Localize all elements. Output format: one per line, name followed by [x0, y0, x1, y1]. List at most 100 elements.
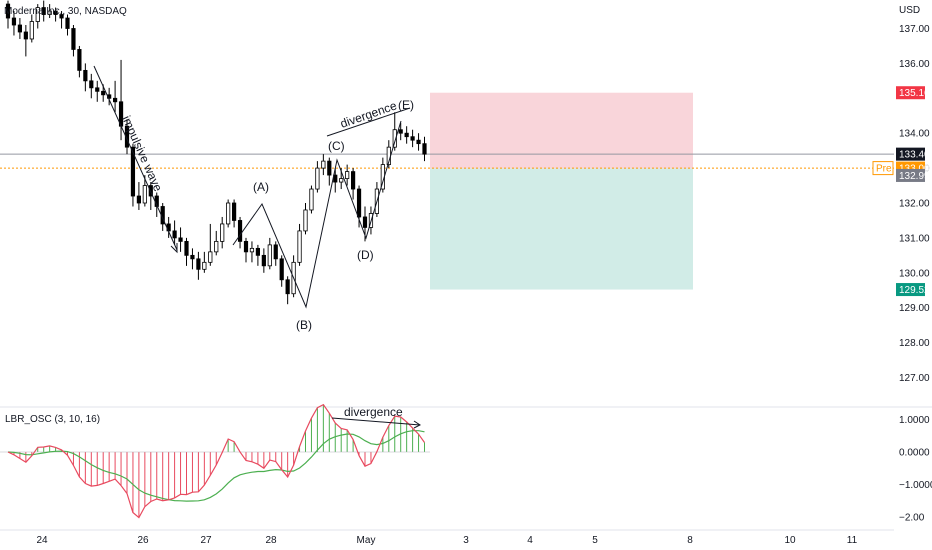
candle-body[interactable]	[356, 188, 362, 218]
time-tick-label: 28	[265, 535, 277, 546]
time-tick-label: 3	[463, 535, 469, 546]
premarket-tag	[872, 161, 894, 176]
candle-body[interactable]	[315, 167, 320, 190]
candle-body[interactable]	[71, 28, 76, 50]
candle-body[interactable]	[362, 216, 368, 228]
price-tick-label: 134.00	[899, 129, 930, 140]
candle-body[interactable]	[5, 3, 11, 19]
candle-body[interactable]	[89, 80, 94, 89]
reward-zone[interactable]	[430, 168, 693, 290]
oscillator-fast-line	[7, 403, 425, 519]
candle-body[interactable]	[220, 223, 225, 242]
time-tick-label: 26	[137, 535, 149, 546]
candle-body[interactable]	[41, 7, 46, 15]
candle-body[interactable]	[95, 87, 100, 92]
candle-body[interactable]	[214, 240, 219, 253]
time-axis[interactable]: 24 26 27 28 May 3 4 5 8 10 11	[36, 535, 857, 546]
wave-label-c: (C)	[328, 139, 345, 153]
candle-body[interactable]	[398, 129, 403, 134]
candle-body[interactable]	[190, 254, 195, 260]
candle-body[interactable]	[142, 185, 147, 204]
osc-divergence-line[interactable]	[331, 417, 421, 426]
candle-body[interactable]	[101, 90, 106, 96]
candle-body[interactable]	[196, 258, 201, 270]
candle-body[interactable]	[297, 230, 302, 263]
candle-body[interactable]	[231, 202, 237, 221]
candle-body[interactable]	[23, 31, 28, 40]
candle-body[interactable]	[35, 7, 40, 22]
premarket-tag-label: Pre	[876, 164, 892, 175]
candle-body[interactable]	[202, 261, 207, 270]
oscillator-pane: LBR_OSC (3, 10, 16) divergence 1.0000 0.0…	[0, 403, 932, 524]
time-tick-label: 27	[200, 535, 212, 546]
price-tick-label: 130.00	[899, 268, 930, 279]
time-tick-label: May	[357, 535, 376, 546]
candle-body[interactable]	[309, 188, 314, 211]
candle-body[interactable]	[136, 195, 141, 204]
currency-label: USD	[899, 5, 920, 16]
candle-body[interactable]	[113, 97, 118, 103]
osc-tick-label: −1.0000	[899, 480, 932, 491]
candle-body[interactable]	[130, 146, 136, 197]
candle-body[interactable]	[410, 136, 415, 141]
candle-body[interactable]	[243, 240, 249, 253]
candle-body[interactable]	[303, 209, 308, 232]
oscillator-histogram	[0, 404, 430, 518]
price-axis[interactable]: USD 137.00136.00134.00133.00132.00131.00…	[899, 5, 930, 384]
price-badge	[896, 86, 925, 100]
oscillator-title[interactable]: LBR_OSC (3, 10, 16)	[5, 414, 100, 425]
candle-body[interactable]	[392, 129, 397, 148]
candle-body[interactable]	[285, 279, 290, 295]
osc-divergence-label: divergence	[344, 405, 403, 419]
candle-body[interactable]	[226, 202, 231, 225]
time-tick-label: 8	[687, 535, 693, 546]
time-tick-label: 4	[527, 535, 533, 546]
candle-body[interactable]	[47, 10, 52, 15]
candle-body[interactable]	[83, 69, 88, 82]
oscillator-axis[interactable]: 1.0000 0.0000 −1.0000 −2.00	[899, 415, 932, 524]
symbol-title[interactable]: Moderna Inc., 30, NASDAQ	[4, 6, 127, 17]
osc-tick-label: −2.00	[899, 513, 925, 524]
price-divergence-line[interactable]	[326, 107, 411, 137]
price-badge	[896, 147, 925, 161]
candle-body[interactable]	[208, 251, 213, 263]
candle-body[interactable]	[17, 24, 23, 33]
candle-body[interactable]	[350, 171, 356, 190]
candle-body[interactable]	[172, 230, 177, 239]
candle-body[interactable]	[65, 17, 70, 29]
candle-body[interactable]	[53, 10, 58, 15]
wave-path[interactable]	[232, 120, 402, 309]
candle-body[interactable]	[267, 244, 272, 267]
candle-body[interactable]	[416, 139, 421, 145]
price-tick-label: 131.00	[899, 233, 930, 244]
wave-label-d: (D)	[357, 248, 374, 262]
candle-body[interactable]	[327, 160, 332, 176]
candle-body[interactable]	[261, 254, 266, 267]
oscillator-slow-line	[7, 430, 425, 502]
candle-body[interactable]	[255, 247, 261, 256]
candle-body[interactable]	[124, 125, 130, 148]
time-tick-label: 10	[784, 535, 796, 546]
candle-body[interactable]	[249, 247, 255, 253]
candle-body[interactable]	[273, 244, 278, 260]
candle-body[interactable]	[279, 258, 284, 281]
candle-body[interactable]	[345, 171, 350, 179]
candle-body[interactable]	[321, 160, 326, 169]
price-tick-label: 127.00	[899, 373, 930, 384]
price-tick-label: 132.00	[899, 199, 930, 210]
candle-body[interactable]	[178, 237, 183, 242]
impulsive-wave-arrow[interactable]	[93, 65, 178, 251]
candle-body[interactable]	[77, 49, 82, 71]
candle-body[interactable]	[11, 17, 17, 26]
candle-body[interactable]	[404, 132, 409, 138]
candle-body[interactable]	[59, 14, 64, 19]
time-tick-label: 5	[592, 535, 598, 546]
candle-body[interactable]	[422, 143, 427, 155]
wave-label-b: (B)	[296, 318, 312, 332]
candle-body[interactable]	[29, 21, 34, 40]
candle-body[interactable]	[184, 240, 189, 256]
candle-body[interactable]	[237, 220, 243, 242]
candle-body[interactable]	[339, 178, 344, 183]
risk-zone[interactable]	[430, 92, 693, 169]
